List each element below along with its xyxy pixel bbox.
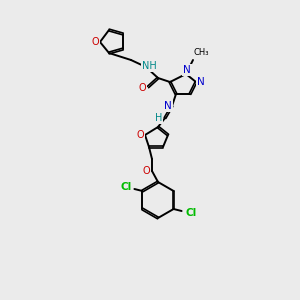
Text: CH₃: CH₃ — [194, 48, 209, 57]
Text: Cl: Cl — [121, 182, 132, 192]
Text: O: O — [136, 130, 144, 140]
Text: H: H — [155, 113, 163, 123]
Text: Cl: Cl — [186, 208, 197, 218]
Text: N: N — [164, 101, 172, 111]
Text: NH: NH — [142, 61, 156, 71]
Text: O: O — [142, 166, 150, 176]
Text: N: N — [197, 77, 205, 87]
Text: O: O — [138, 83, 146, 93]
Text: N: N — [183, 65, 191, 75]
Text: O: O — [91, 37, 99, 47]
